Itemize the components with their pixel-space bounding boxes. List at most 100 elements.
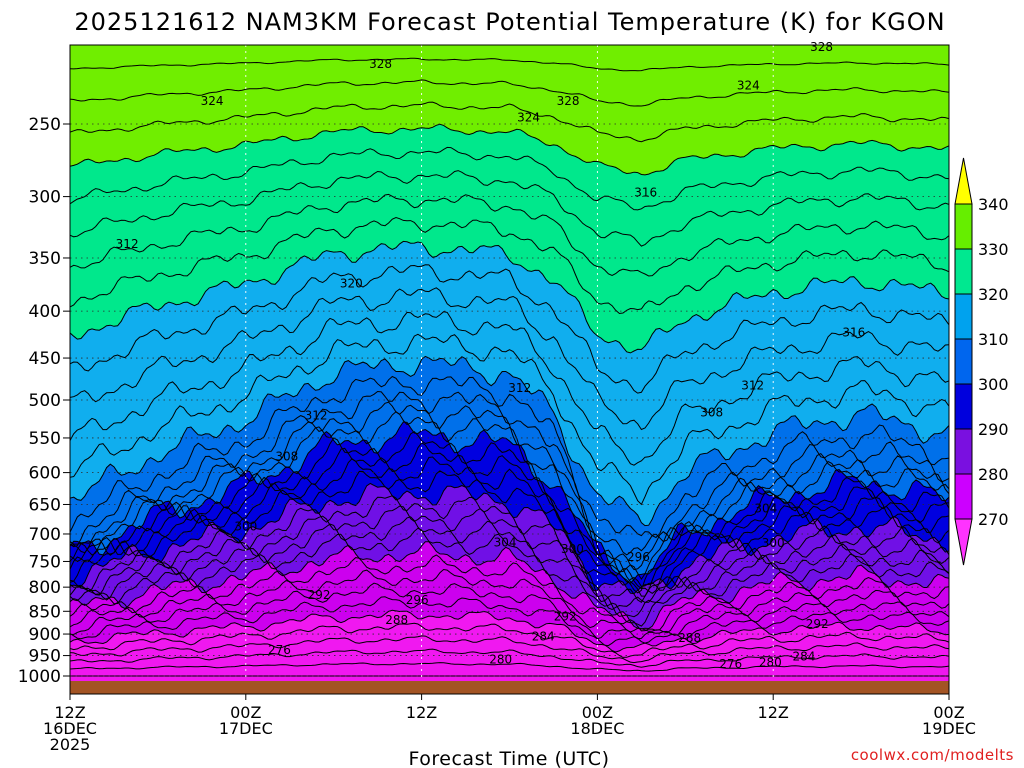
- contour-label: 324: [737, 79, 760, 93]
- y-tick-label: 250: [29, 115, 61, 135]
- y-tick-label: 950: [29, 647, 61, 667]
- isentrope-342: [70, 101, 949, 143]
- y-tick-label: 800: [29, 578, 61, 598]
- contour-label: 328: [557, 94, 580, 108]
- x-tick-label: 17DEC: [219, 719, 273, 738]
- isentrope-326: [70, 287, 949, 431]
- contour-label: 320: [340, 276, 363, 290]
- contour-label: 328: [369, 57, 392, 71]
- x-tick-label: 12Z: [406, 703, 437, 722]
- y-tick-label: 500: [29, 391, 61, 411]
- colorbar-tick-label: 310: [978, 330, 1009, 349]
- isentrope-280: [70, 609, 949, 653]
- isentrope-338: [70, 146, 949, 211]
- contour-label: 324: [201, 94, 224, 108]
- y-tick-label: 850: [29, 602, 61, 622]
- isentrope-286: [70, 568, 949, 634]
- contour-label: 300: [762, 536, 785, 550]
- colorbar-segment: [954, 473, 973, 520]
- contour-label: 276: [268, 643, 291, 657]
- contour-labels: 328 324 328 324 324 328 316 312 320 316 312 312 308 3…: [116, 40, 866, 671]
- x-tick-label: 18DEC: [570, 719, 624, 738]
- contour-label: 316: [842, 325, 865, 339]
- contour-label: 312: [508, 381, 531, 395]
- contour-label: 292: [806, 617, 829, 631]
- credit-text: coolwx.com/modelts: [851, 746, 1014, 764]
- colorbar-tick-label: 280: [978, 465, 1009, 484]
- contour-label: 300: [234, 520, 257, 534]
- isentrope-296: [70, 505, 949, 611]
- colorbar-segment: [954, 203, 973, 250]
- isentrope-322: [70, 333, 949, 506]
- y-tick-label: 1000: [18, 667, 61, 687]
- isentrope-318: [70, 375, 949, 539]
- x-tick-label: 12Z: [758, 703, 789, 722]
- isentrope-334: [70, 193, 949, 277]
- isentrope-308: [70, 430, 949, 594]
- contour-label: 308: [700, 406, 723, 420]
- contour-label: 304: [754, 502, 777, 516]
- plot-frame: [69, 44, 950, 695]
- y-tick-label: 350: [29, 249, 61, 269]
- isentrope-320: [70, 355, 949, 527]
- colorbar-tick-label: 320: [978, 285, 1009, 304]
- contour-label: 296: [627, 550, 650, 564]
- isentrope-328: [70, 264, 949, 394]
- colorbar-top-arrow: [954, 157, 973, 205]
- isentrope-294: [70, 516, 949, 618]
- x-tick-label: 19DEC: [922, 719, 976, 738]
- y-axis: 250 300 350 400 450 500 550 600 650 700 750 800 850 9…: [18, 115, 70, 687]
- isentrope-312: [70, 411, 949, 581]
- contour-label: 284: [793, 649, 816, 663]
- contour-label: 312: [741, 378, 764, 392]
- band-280: [70, 610, 949, 694]
- contour-label: 328: [810, 40, 833, 54]
- contour-label: 312: [116, 237, 139, 251]
- x-tick-label: 00Z: [933, 703, 964, 722]
- y-tick-label: 600: [29, 464, 61, 484]
- colorbar-segment: [954, 383, 973, 430]
- contour-lines: [70, 57, 949, 677]
- y-tick-label: 750: [29, 552, 61, 572]
- isentrope-310: [70, 421, 949, 584]
- colorbar-bottom-arrow: [954, 518, 973, 566]
- contour-label: 288: [678, 631, 701, 645]
- x-tick-label: 00Z: [582, 703, 613, 722]
- contour-label: 312: [305, 409, 328, 423]
- colorbar-segment: [954, 293, 973, 340]
- isentrope-302: [70, 470, 949, 591]
- colorbar-segment: [954, 428, 973, 475]
- isentrope-300: [70, 482, 949, 595]
- contour-label: 292: [554, 609, 577, 623]
- isentrope-272: [70, 662, 949, 672]
- contour-label: 324: [517, 111, 540, 125]
- y-tick-label: 550: [29, 429, 61, 449]
- colorbar-segment: [954, 248, 973, 295]
- isentrope-336: [70, 170, 949, 247]
- theta-bands: [70, 45, 949, 694]
- x-tick-label: 2025: [50, 735, 91, 754]
- x-axis-label: Forecast Time (UTC): [409, 748, 610, 768]
- isentrope-290: [70, 541, 949, 630]
- contour-label: 316: [634, 186, 657, 200]
- contour-label: 288: [385, 613, 408, 627]
- isentrope-330: [70, 240, 949, 354]
- contour-label: 276: [719, 657, 742, 671]
- colorbar-segment: [954, 338, 973, 385]
- isentrope-346: [70, 57, 949, 72]
- y-tick-label: 400: [29, 302, 61, 322]
- y-tick-label: 900: [29, 625, 61, 645]
- gridlines: [69, 45, 950, 694]
- colorbar-tick-label: 340: [978, 195, 1009, 214]
- colorbar-tick-label: 290: [978, 420, 1009, 439]
- colorbar-tick-label: 300: [978, 375, 1009, 394]
- contour-label: 284: [532, 630, 555, 644]
- isentrope-274: [70, 648, 949, 668]
- chart-title: 2025121612 NAM3KM Forecast Potential Tem…: [74, 8, 945, 36]
- contour-label: 292: [308, 588, 331, 602]
- isentrope-304: [70, 456, 949, 595]
- contour-label: 280: [759, 656, 782, 670]
- x-tick-label: 00Z: [230, 703, 261, 722]
- colorbar-tick-label: 270: [978, 510, 1009, 529]
